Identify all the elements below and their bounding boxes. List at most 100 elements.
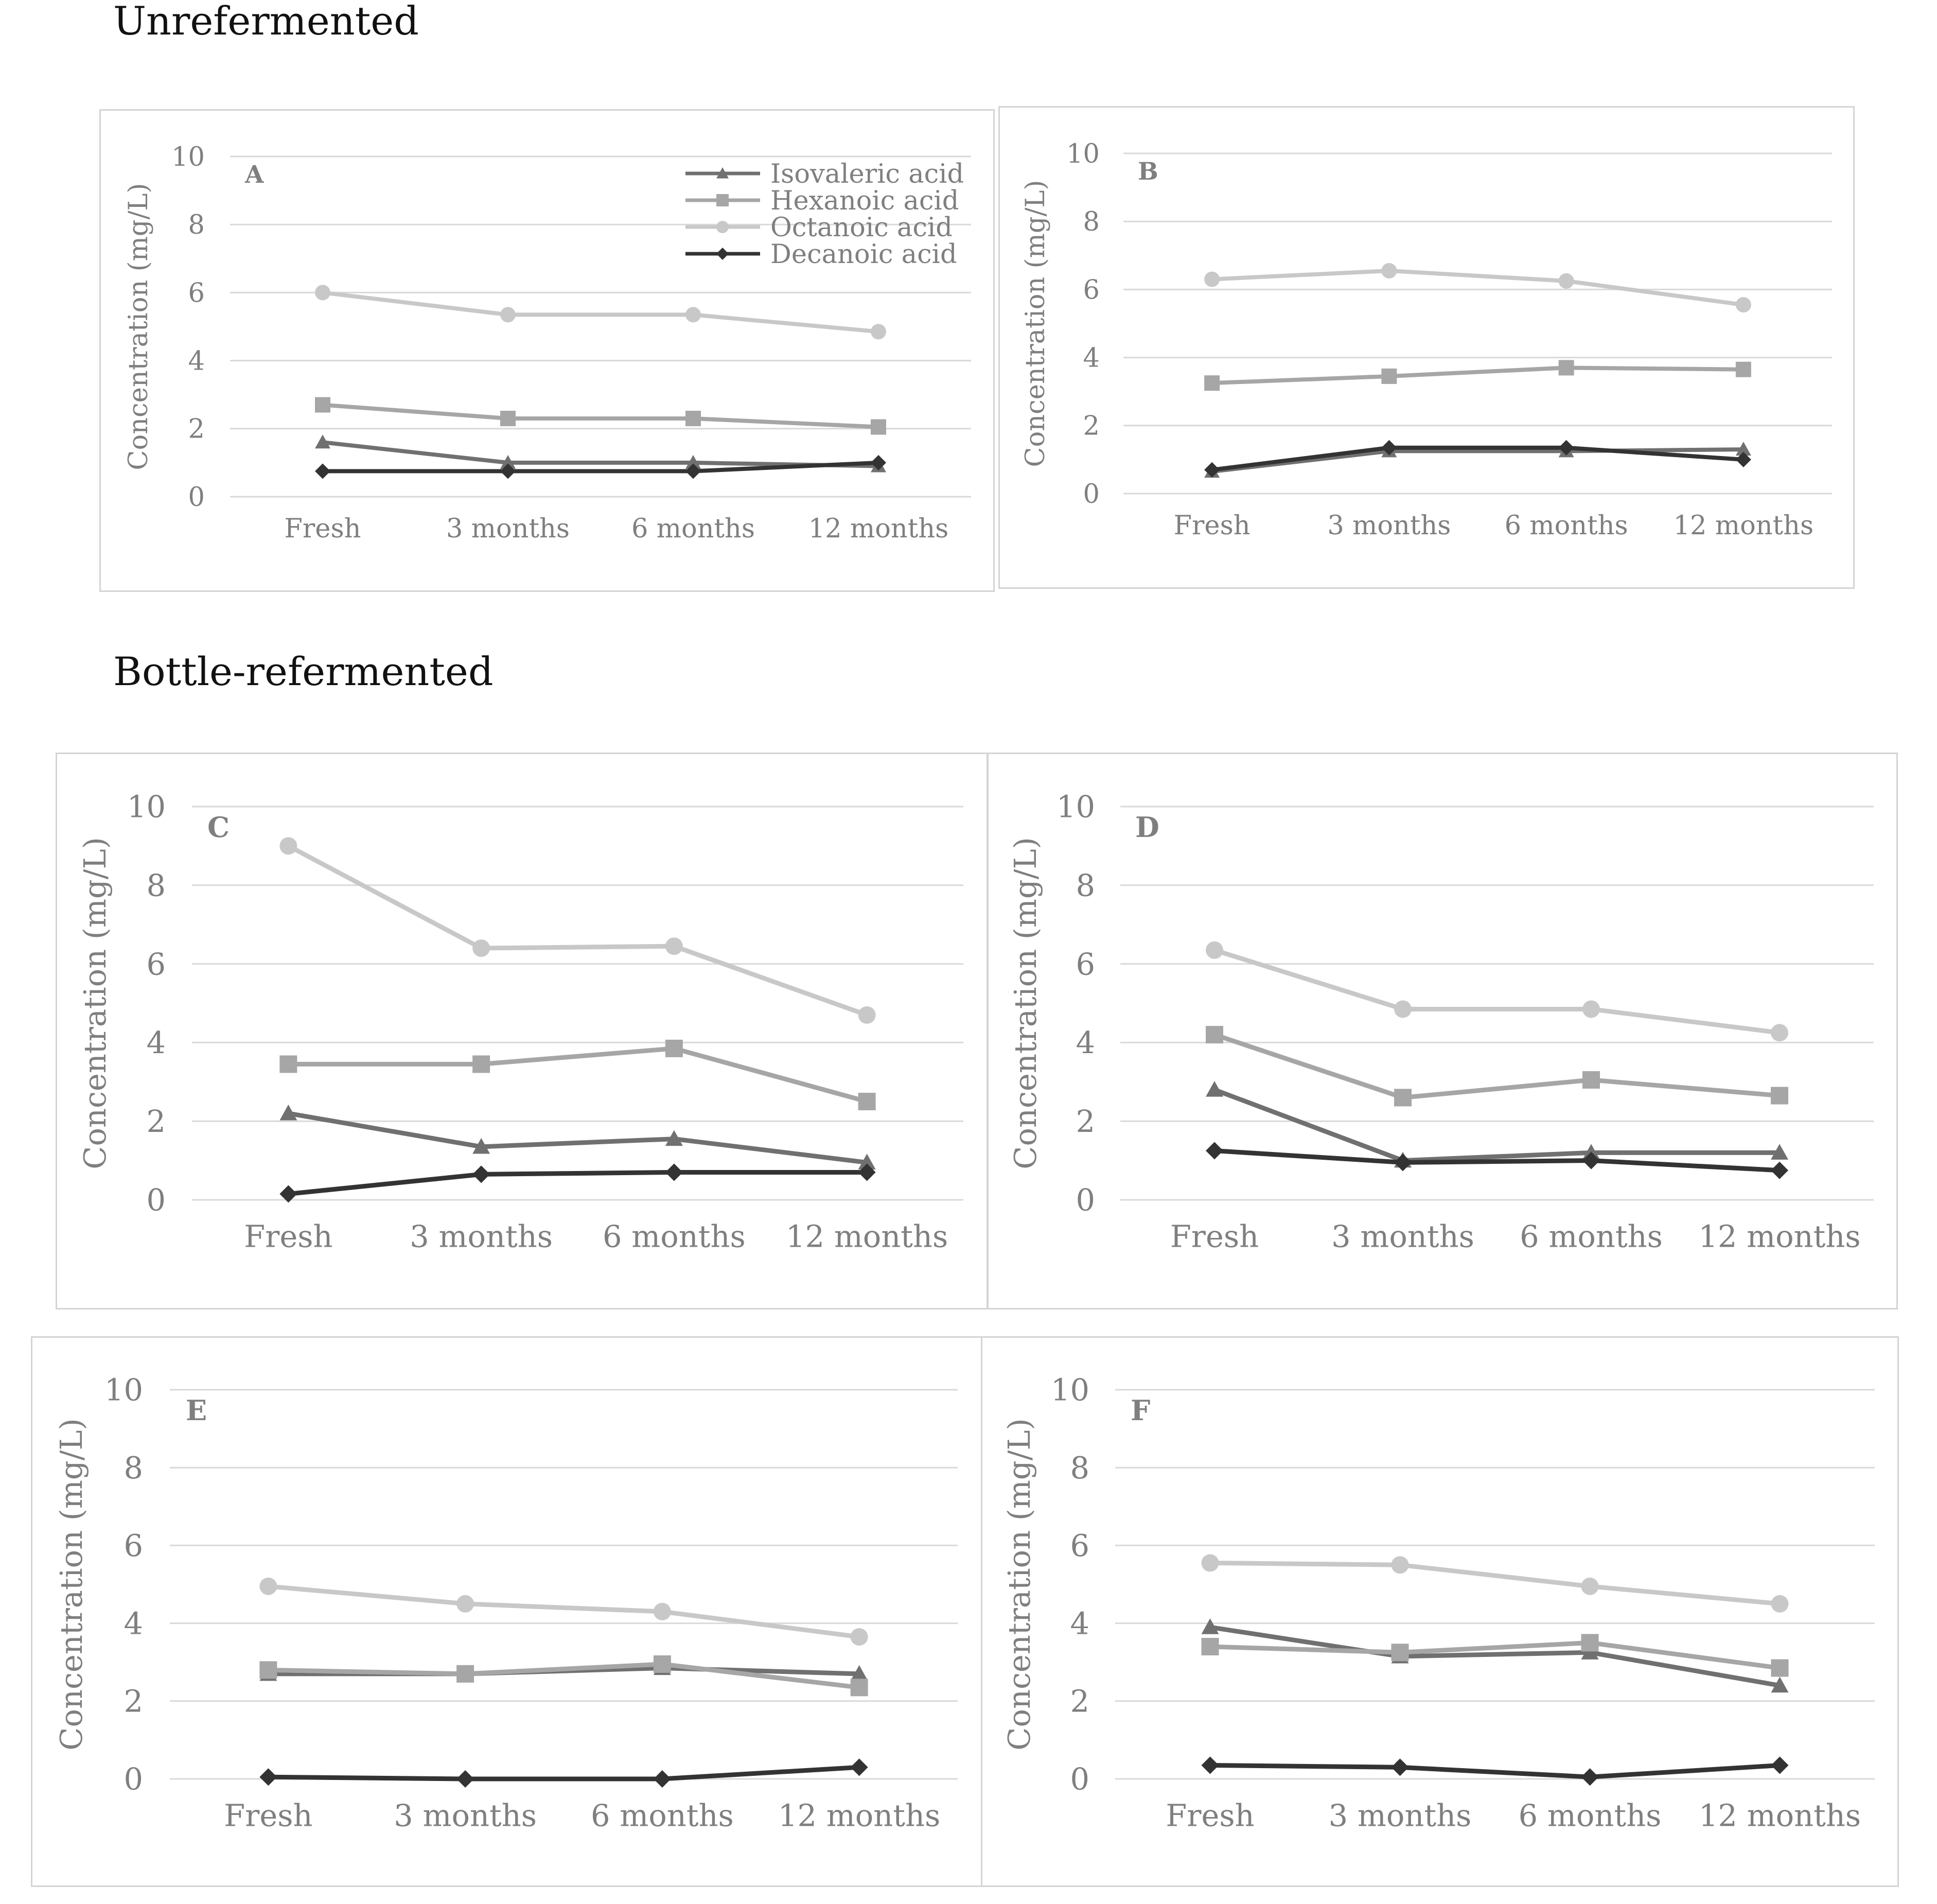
legend-marker	[716, 167, 729, 179]
data-point	[500, 410, 516, 426]
data-point	[858, 1163, 876, 1181]
data-point	[1394, 1089, 1412, 1107]
y-tick-label: 0	[188, 482, 205, 513]
x-tick-label: Fresh	[1170, 1218, 1259, 1254]
section-title-bottle-refermented: Bottle-refermented	[113, 649, 494, 694]
y-tick-label: 10	[1051, 1372, 1089, 1408]
data-point	[279, 1055, 297, 1073]
x-tick-label: 12 months	[1699, 1797, 1861, 1833]
series-decanoic-acid	[259, 1758, 868, 1788]
series-hexanoic-acid	[259, 1655, 868, 1697]
chart-panel-b: 0 2 4 6 8 10 Fresh 3 months 6 months 12 months Con…	[998, 106, 1855, 589]
data-point	[1581, 1644, 1599, 1660]
y-tick-label: 8	[188, 210, 205, 240]
y-tick-label: 8	[1076, 867, 1095, 903]
y-tick-label: 2	[1076, 1104, 1095, 1139]
x-tick-label: 6 months	[1520, 1218, 1663, 1254]
series-line-hexanoic-acid	[1213, 1032, 1780, 1100]
series-line-hexanoic-acid	[1210, 1640, 1781, 1671]
data-point	[1735, 361, 1751, 377]
series-decanoic-acid	[1206, 1142, 1788, 1179]
x-tick-label: 6 months	[1519, 1797, 1662, 1833]
x-tick-label: Fresh	[244, 1218, 332, 1254]
chart-svg-e: 0 2 4 6 8 10 Fresh 3 months 6 months 12 months Con…	[54, 1372, 958, 1833]
series-decanoic-acid	[279, 1163, 876, 1203]
data-point	[1582, 1071, 1600, 1089]
series-line-isovaleric-acid	[1213, 1087, 1780, 1163]
x-tick-label: 6 months	[591, 1797, 734, 1833]
y-tick-label: 4	[124, 1605, 143, 1641]
series-line-hexanoic-acid	[1211, 365, 1744, 386]
legend-item-isovaleric-acid: Isovaleric acid	[685, 159, 964, 189]
series-octanoic-acid	[1204, 263, 1751, 313]
data-point	[850, 1628, 868, 1646]
y-tick-label: 0	[146, 1182, 166, 1218]
y-tick-label: 0	[1070, 1761, 1089, 1797]
y-axis-label: Concentration (mg/L)	[124, 183, 154, 470]
panel-label-b: B	[1138, 158, 1158, 186]
data-point	[1394, 1154, 1412, 1172]
y-tick-label: 10	[171, 142, 205, 172]
series-line-octanoic-acid	[268, 1584, 860, 1639]
data-point	[685, 463, 701, 479]
data-point	[1201, 1637, 1219, 1655]
chart-svg-a: 0 2 4 6 8 10 Fresh 3 months 6 months 12 months Con…	[124, 142, 971, 544]
data-point	[1204, 375, 1220, 391]
data-point	[1206, 941, 1223, 959]
data-point	[1735, 442, 1751, 456]
data-point	[1771, 1024, 1788, 1042]
data-point	[1771, 1144, 1788, 1160]
data-point	[472, 1055, 490, 1073]
x-tick-label: 3 months	[394, 1797, 537, 1833]
series-line-decanoic-acid	[268, 1765, 859, 1781]
y-tick-label: 4	[1070, 1605, 1089, 1641]
series-line-decanoic-acid	[1210, 1763, 1780, 1779]
series-decanoic-acid	[1204, 440, 1751, 478]
y-tick-label: 4	[1076, 1025, 1095, 1060]
legend-item-octanoic-acid: Octanoic acid	[685, 213, 953, 243]
data-point	[259, 1661, 277, 1679]
data-point	[858, 1006, 876, 1024]
data-point	[500, 455, 516, 469]
y-tick-label: 2	[1070, 1683, 1089, 1719]
x-tick-label: 3 months	[410, 1218, 553, 1254]
x-tick-label: Fresh	[1174, 511, 1251, 541]
chart-panel-c: 0 2 4 6 8 10 Fresh 3 months 6 months 12 months Con…	[56, 753, 988, 1309]
data-point	[1206, 1026, 1223, 1044]
data-point	[1394, 1000, 1412, 1018]
y-tick-label: 8	[124, 1450, 143, 1486]
data-point	[1771, 1595, 1789, 1613]
y-tick-label: 8	[146, 867, 166, 903]
legend-marker	[716, 248, 729, 260]
data-point	[456, 1665, 474, 1683]
legend-marker	[716, 221, 729, 233]
series-hexanoic-acid	[1206, 1026, 1788, 1107]
legend-item-decanoic-acid: Decanoic acid	[685, 239, 957, 270]
y-tick-label: 0	[124, 1761, 143, 1797]
data-point	[456, 1595, 474, 1613]
data-point	[500, 307, 516, 323]
chart-panel-f: 0 2 4 6 8 10 Fresh 3 months 6 months 12 months Con…	[981, 1336, 1899, 1887]
series-line-hexanoic-acid	[288, 1046, 868, 1104]
series-line-isovaleric-acid	[322, 440, 879, 468]
data-point	[472, 939, 490, 957]
legend-marker	[716, 194, 729, 206]
data-point	[850, 1679, 868, 1697]
data-point	[653, 1602, 671, 1620]
y-axis-label: Concentration (mg/L)	[1008, 837, 1043, 1169]
series-hexanoic-acid	[315, 397, 886, 435]
series-octanoic-acid	[259, 1577, 868, 1646]
panel-label-e: E	[186, 1394, 207, 1427]
series-line-decanoic-acid	[1214, 1148, 1780, 1173]
y-tick-label: 6	[124, 1528, 143, 1563]
chart-svg-b: 0 2 4 6 8 10 Fresh 3 months 6 months 12 months Con…	[1020, 139, 1832, 541]
panel-label-a: A	[244, 161, 264, 189]
y-tick-label: 4	[146, 1025, 166, 1060]
y-axis-label: Concentration (mg/L)	[1020, 180, 1051, 467]
series-octanoic-acid	[1201, 1554, 1789, 1613]
section-title-unrefermented: Unrefermented	[113, 0, 419, 44]
y-tick-label: 4	[1083, 343, 1100, 373]
x-tick-label: Fresh	[285, 514, 361, 544]
x-tick-label: 3 months	[446, 514, 570, 544]
